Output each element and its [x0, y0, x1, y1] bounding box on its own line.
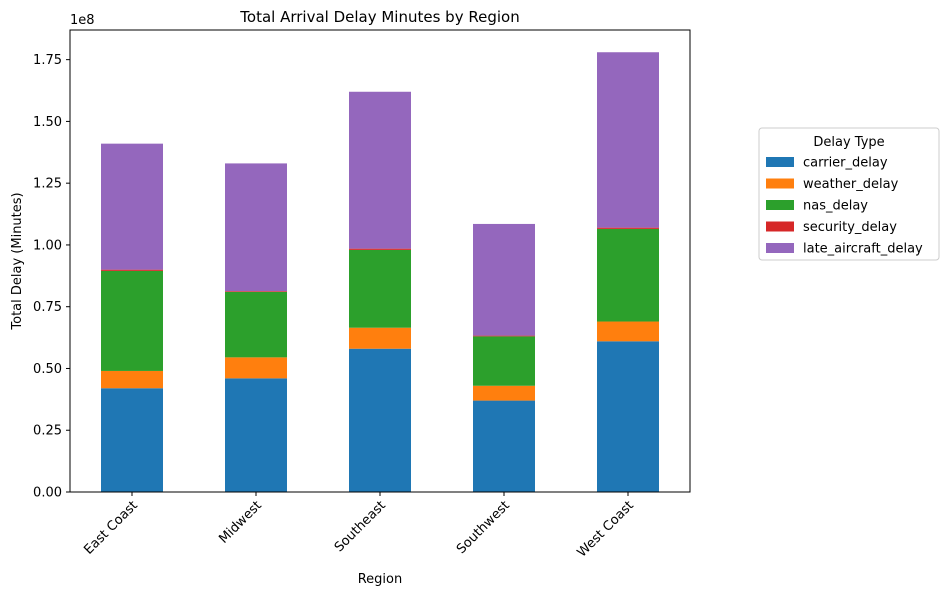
- y-tick-label: 0.25: [33, 424, 62, 439]
- bar-security_delay-0: [101, 269, 163, 271]
- x-tick-label: Midwest: [216, 498, 265, 547]
- y-scale-label: 1e8: [70, 13, 95, 28]
- legend-label-late_aircraft_delay: late_aircraft_delay: [803, 242, 923, 257]
- bar-weather_delay-1: [225, 357, 287, 379]
- legend-frame: [758, 127, 940, 261]
- plot-frame: [69, 29, 691, 493]
- legend-swatch-nas_delay: [766, 200, 794, 210]
- legend-swatch-security_delay: [766, 221, 794, 232]
- y-tick-label: 0.00: [33, 486, 62, 501]
- legend-swatch-weather_delay: [766, 178, 794, 189]
- legend-swatch-late_aircraft_delay: [766, 243, 794, 253]
- bar-nas_delay-3: [473, 336, 535, 386]
- chart-title: Total Arrival Delay Minutes by Region: [239, 8, 519, 26]
- bar-carrier_delay-3: [473, 400, 535, 492]
- y-tick-label: 0.50: [33, 362, 62, 377]
- legend-label-nas_delay: nas_delay: [803, 199, 868, 214]
- bar-weather_delay-2: [349, 327, 411, 349]
- bar-nas_delay-1: [225, 291, 287, 358]
- legend-label-carrier_delay: carrier_delay: [803, 156, 888, 171]
- bar-weather_delay-4: [597, 321, 659, 342]
- y-tick-label: 1.00: [33, 238, 62, 253]
- bar-security_delay-1: [225, 291, 287, 292]
- legend: Delay Type carrier_delay weather_delaynas…: [758, 127, 940, 261]
- y-tick-label: 0.75: [33, 300, 62, 315]
- bar-security_delay-4: [597, 227, 659, 229]
- x-ticks: East Coast Midwest Southeast Southwest West …: [81, 492, 637, 560]
- legend-label-security_delay: security_delay: [803, 220, 897, 235]
- y-tick-label: 1.25: [33, 177, 62, 192]
- bars-layer: [101, 52, 659, 492]
- bar-carrier_delay-1: [225, 378, 287, 492]
- bar-security_delay-3: [473, 335, 535, 337]
- bar-carrier_delay-4: [597, 341, 659, 492]
- legend-swatch-carrier_delay: [766, 157, 794, 167]
- y-axis-label: Total Delay (Minutes): [10, 192, 25, 330]
- bar-weather_delay-0: [101, 370, 163, 389]
- y-tick-label: 1.50: [33, 115, 62, 130]
- bar-late_aircraft_delay-1: [225, 163, 287, 292]
- bar-weather_delay-3: [473, 385, 535, 401]
- legend-title: Delay Type: [813, 135, 884, 150]
- bar-nas_delay-4: [597, 228, 659, 322]
- bar-carrier_delay-0: [101, 388, 163, 492]
- bar-nas_delay-2: [349, 249, 411, 328]
- x-axis-label: Region: [358, 572, 403, 587]
- bar-nas_delay-0: [101, 270, 163, 371]
- bar-late_aircraft_delay-2: [349, 91, 411, 249]
- x-tick-label: Southwest: [454, 498, 513, 557]
- x-tick-label: Southeast: [332, 498, 389, 555]
- legend-label-weather_delay: weather_delay: [803, 177, 899, 192]
- x-tick-label: East Coast: [81, 498, 140, 557]
- y-ticks: 0.00 0.25 0.50 0.75 1.00 1.25 1.50 1.75: [33, 53, 70, 501]
- y-tick-label: 1.75: [33, 53, 62, 68]
- bar-late_aircraft_delay-3: [473, 223, 535, 336]
- bar-security_delay-2: [349, 248, 411, 250]
- x-tick-label: West Coast: [575, 498, 637, 560]
- bar-late_aircraft_delay-4: [597, 52, 659, 228]
- bar-late_aircraft_delay-0: [101, 143, 163, 270]
- bar-carrier_delay-2: [349, 348, 411, 492]
